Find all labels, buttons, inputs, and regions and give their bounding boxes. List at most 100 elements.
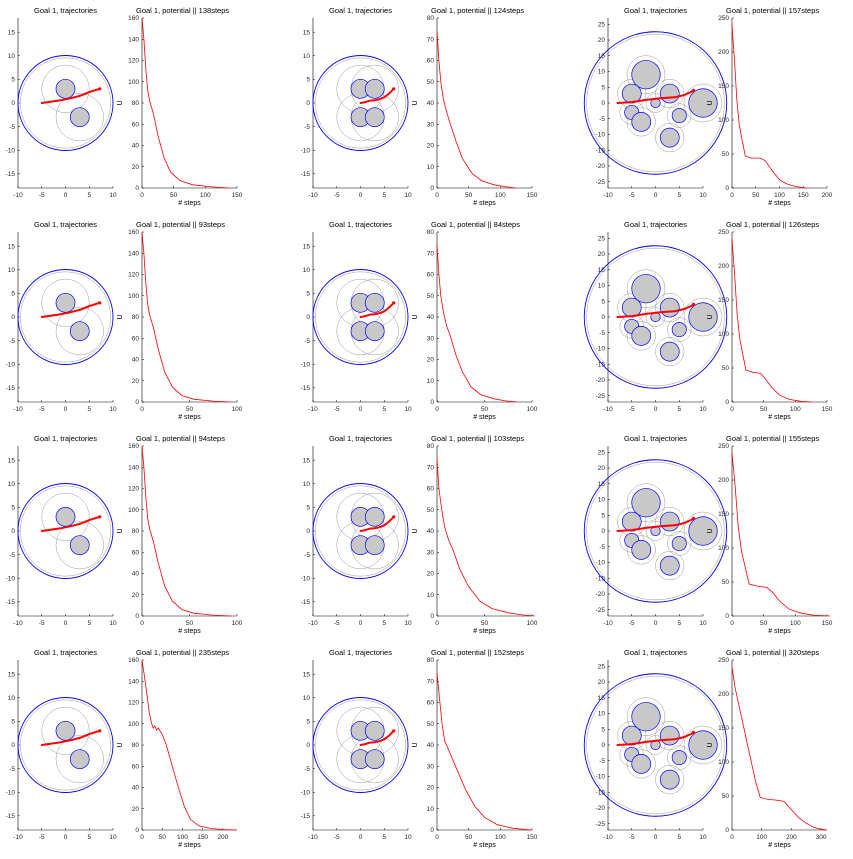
x-axis-label: # steps bbox=[768, 200, 791, 207]
x-tick-label: 150 bbox=[822, 620, 833, 627]
y-tick-label: 160 bbox=[128, 657, 139, 664]
goal-marker bbox=[691, 302, 696, 307]
obstacle-halo bbox=[55, 307, 104, 356]
y-tick-label: 5 bbox=[11, 719, 15, 726]
y-tick-label: 25 bbox=[598, 449, 606, 456]
x-tick-label: 5 bbox=[677, 834, 681, 841]
obstacle bbox=[659, 555, 680, 576]
y-tick-label: 0 bbox=[11, 100, 15, 107]
x-tick-label: 10 bbox=[404, 406, 412, 413]
y-tick-label: 80 bbox=[427, 443, 435, 450]
y-tick-label: 200 bbox=[718, 691, 729, 698]
y-tick-label: 15 bbox=[303, 243, 311, 250]
x-tick-label: 0 bbox=[359, 406, 363, 413]
obstacle bbox=[631, 60, 661, 90]
boundary-halo bbox=[20, 485, 111, 577]
y-tick-label: 40 bbox=[427, 314, 435, 321]
y-tick-label: 10 bbox=[303, 267, 311, 274]
x-tick-label: -10 bbox=[13, 192, 23, 199]
trajectory-path bbox=[359, 729, 395, 746]
y-tick-label: -10 bbox=[6, 789, 16, 796]
obstacle bbox=[364, 107, 385, 128]
y-tick-label: -20 bbox=[596, 805, 606, 812]
x-tick-label: 0 bbox=[654, 406, 658, 413]
obstacle bbox=[659, 341, 680, 362]
obstacle bbox=[659, 769, 680, 790]
y-tick-label: 0 bbox=[725, 399, 729, 406]
trajectory-title: Goal 1, trajectories bbox=[624, 6, 687, 15]
goal-marker bbox=[392, 301, 396, 305]
obstacle-halo bbox=[683, 511, 723, 551]
y-tick-label: -10 bbox=[596, 774, 606, 781]
y-tick-label: -5 bbox=[599, 330, 605, 337]
y-tick-label: 70 bbox=[427, 36, 435, 43]
x-tick-label: -10 bbox=[13, 620, 23, 627]
workspace-boundary bbox=[583, 459, 728, 603]
panel-r3-c3: Goal 1, trajectories -10 -5 0 5 10 -25 -20 -15 -1… bbox=[583, 434, 833, 635]
x-tick-label: -10 bbox=[13, 834, 23, 841]
y-axis-label: U bbox=[412, 742, 419, 747]
x-tick-label: 100 bbox=[495, 192, 506, 199]
trajectory-title: Goal 1, trajectories bbox=[329, 220, 392, 229]
x-tick-label: 100 bbox=[232, 620, 243, 627]
obstacle-halo bbox=[55, 735, 104, 784]
y-tick-label: -15 bbox=[6, 385, 16, 392]
x-tick-label: 10 bbox=[699, 834, 707, 841]
x-tick-label: 0 bbox=[730, 192, 734, 199]
y-tick-label: 0 bbox=[725, 827, 729, 834]
y-tick-label: 150 bbox=[718, 83, 729, 90]
x-tick-label: 0 bbox=[435, 834, 439, 841]
x-tick-label: 10 bbox=[109, 406, 117, 413]
y-tick-label: -5 bbox=[599, 116, 605, 123]
trajectory-title: Goal 1, trajectories bbox=[624, 434, 687, 443]
x-tick-label: 50 bbox=[481, 620, 489, 627]
y-axis-label: U bbox=[117, 742, 124, 747]
obstacle bbox=[688, 88, 718, 118]
x-tick-label: -10 bbox=[308, 620, 318, 627]
y-tick-label: 100 bbox=[718, 331, 729, 338]
y-tick-label: 80 bbox=[132, 314, 140, 321]
x-tick-label: -5 bbox=[39, 620, 45, 627]
y-tick-label: 0 bbox=[430, 185, 434, 192]
goal-marker bbox=[691, 730, 696, 735]
y-tick-label: 5 bbox=[306, 505, 310, 512]
obstacle-halo bbox=[55, 93, 104, 142]
y-tick-label: 160 bbox=[128, 229, 139, 236]
y-axis-label: U bbox=[412, 314, 419, 319]
obstacle-halo bbox=[626, 535, 656, 565]
y-tick-label: 30 bbox=[427, 335, 435, 342]
trajectory-title: Goal 1, trajectories bbox=[329, 648, 392, 657]
x-tick-label: 5 bbox=[87, 192, 91, 199]
y-tick-label: 15 bbox=[8, 243, 16, 250]
x-tick-label: 0 bbox=[359, 834, 363, 841]
y-tick-label: 40 bbox=[132, 357, 140, 364]
x-tick-label: 0 bbox=[140, 406, 144, 413]
x-tick-label: 5 bbox=[382, 834, 386, 841]
potential-curve bbox=[731, 24, 807, 189]
y-tick-label: 20 bbox=[132, 164, 140, 171]
y-tick-label: 10 bbox=[8, 695, 16, 702]
y-tick-label: 140 bbox=[128, 250, 139, 257]
goal-marker bbox=[392, 729, 396, 733]
y-tick-label: -10 bbox=[6, 147, 16, 154]
x-tick-label: 150 bbox=[822, 406, 833, 413]
x-axis-label: # steps bbox=[473, 628, 496, 635]
x-tick-label: 0 bbox=[64, 620, 68, 627]
y-tick-label: -5 bbox=[304, 766, 310, 773]
x-tick-label: 5 bbox=[382, 620, 386, 627]
obstacle bbox=[69, 321, 90, 342]
panel-r1-c3: Goal 1, trajectories -10 -5 0 5 10 -25 -20 -15 -1… bbox=[583, 6, 833, 207]
x-tick-label: 10 bbox=[109, 620, 117, 627]
x-tick-label: 5 bbox=[677, 620, 681, 627]
x-tick-label: 100 bbox=[527, 406, 538, 413]
y-tick-label: 5 bbox=[306, 77, 310, 84]
panel-r2-c1: Goal 1, trajectories -10 -5 0 5 10 -15 -10 -5 0 5 1… bbox=[6, 220, 243, 421]
y-tick-label: -25 bbox=[596, 393, 606, 400]
x-tick-label: 5 bbox=[677, 192, 681, 199]
x-tick-label: 0 bbox=[654, 192, 658, 199]
obstacle bbox=[631, 754, 652, 774]
obstacle bbox=[671, 108, 687, 124]
x-tick-label: 150 bbox=[232, 192, 243, 199]
goal-marker bbox=[392, 515, 396, 519]
